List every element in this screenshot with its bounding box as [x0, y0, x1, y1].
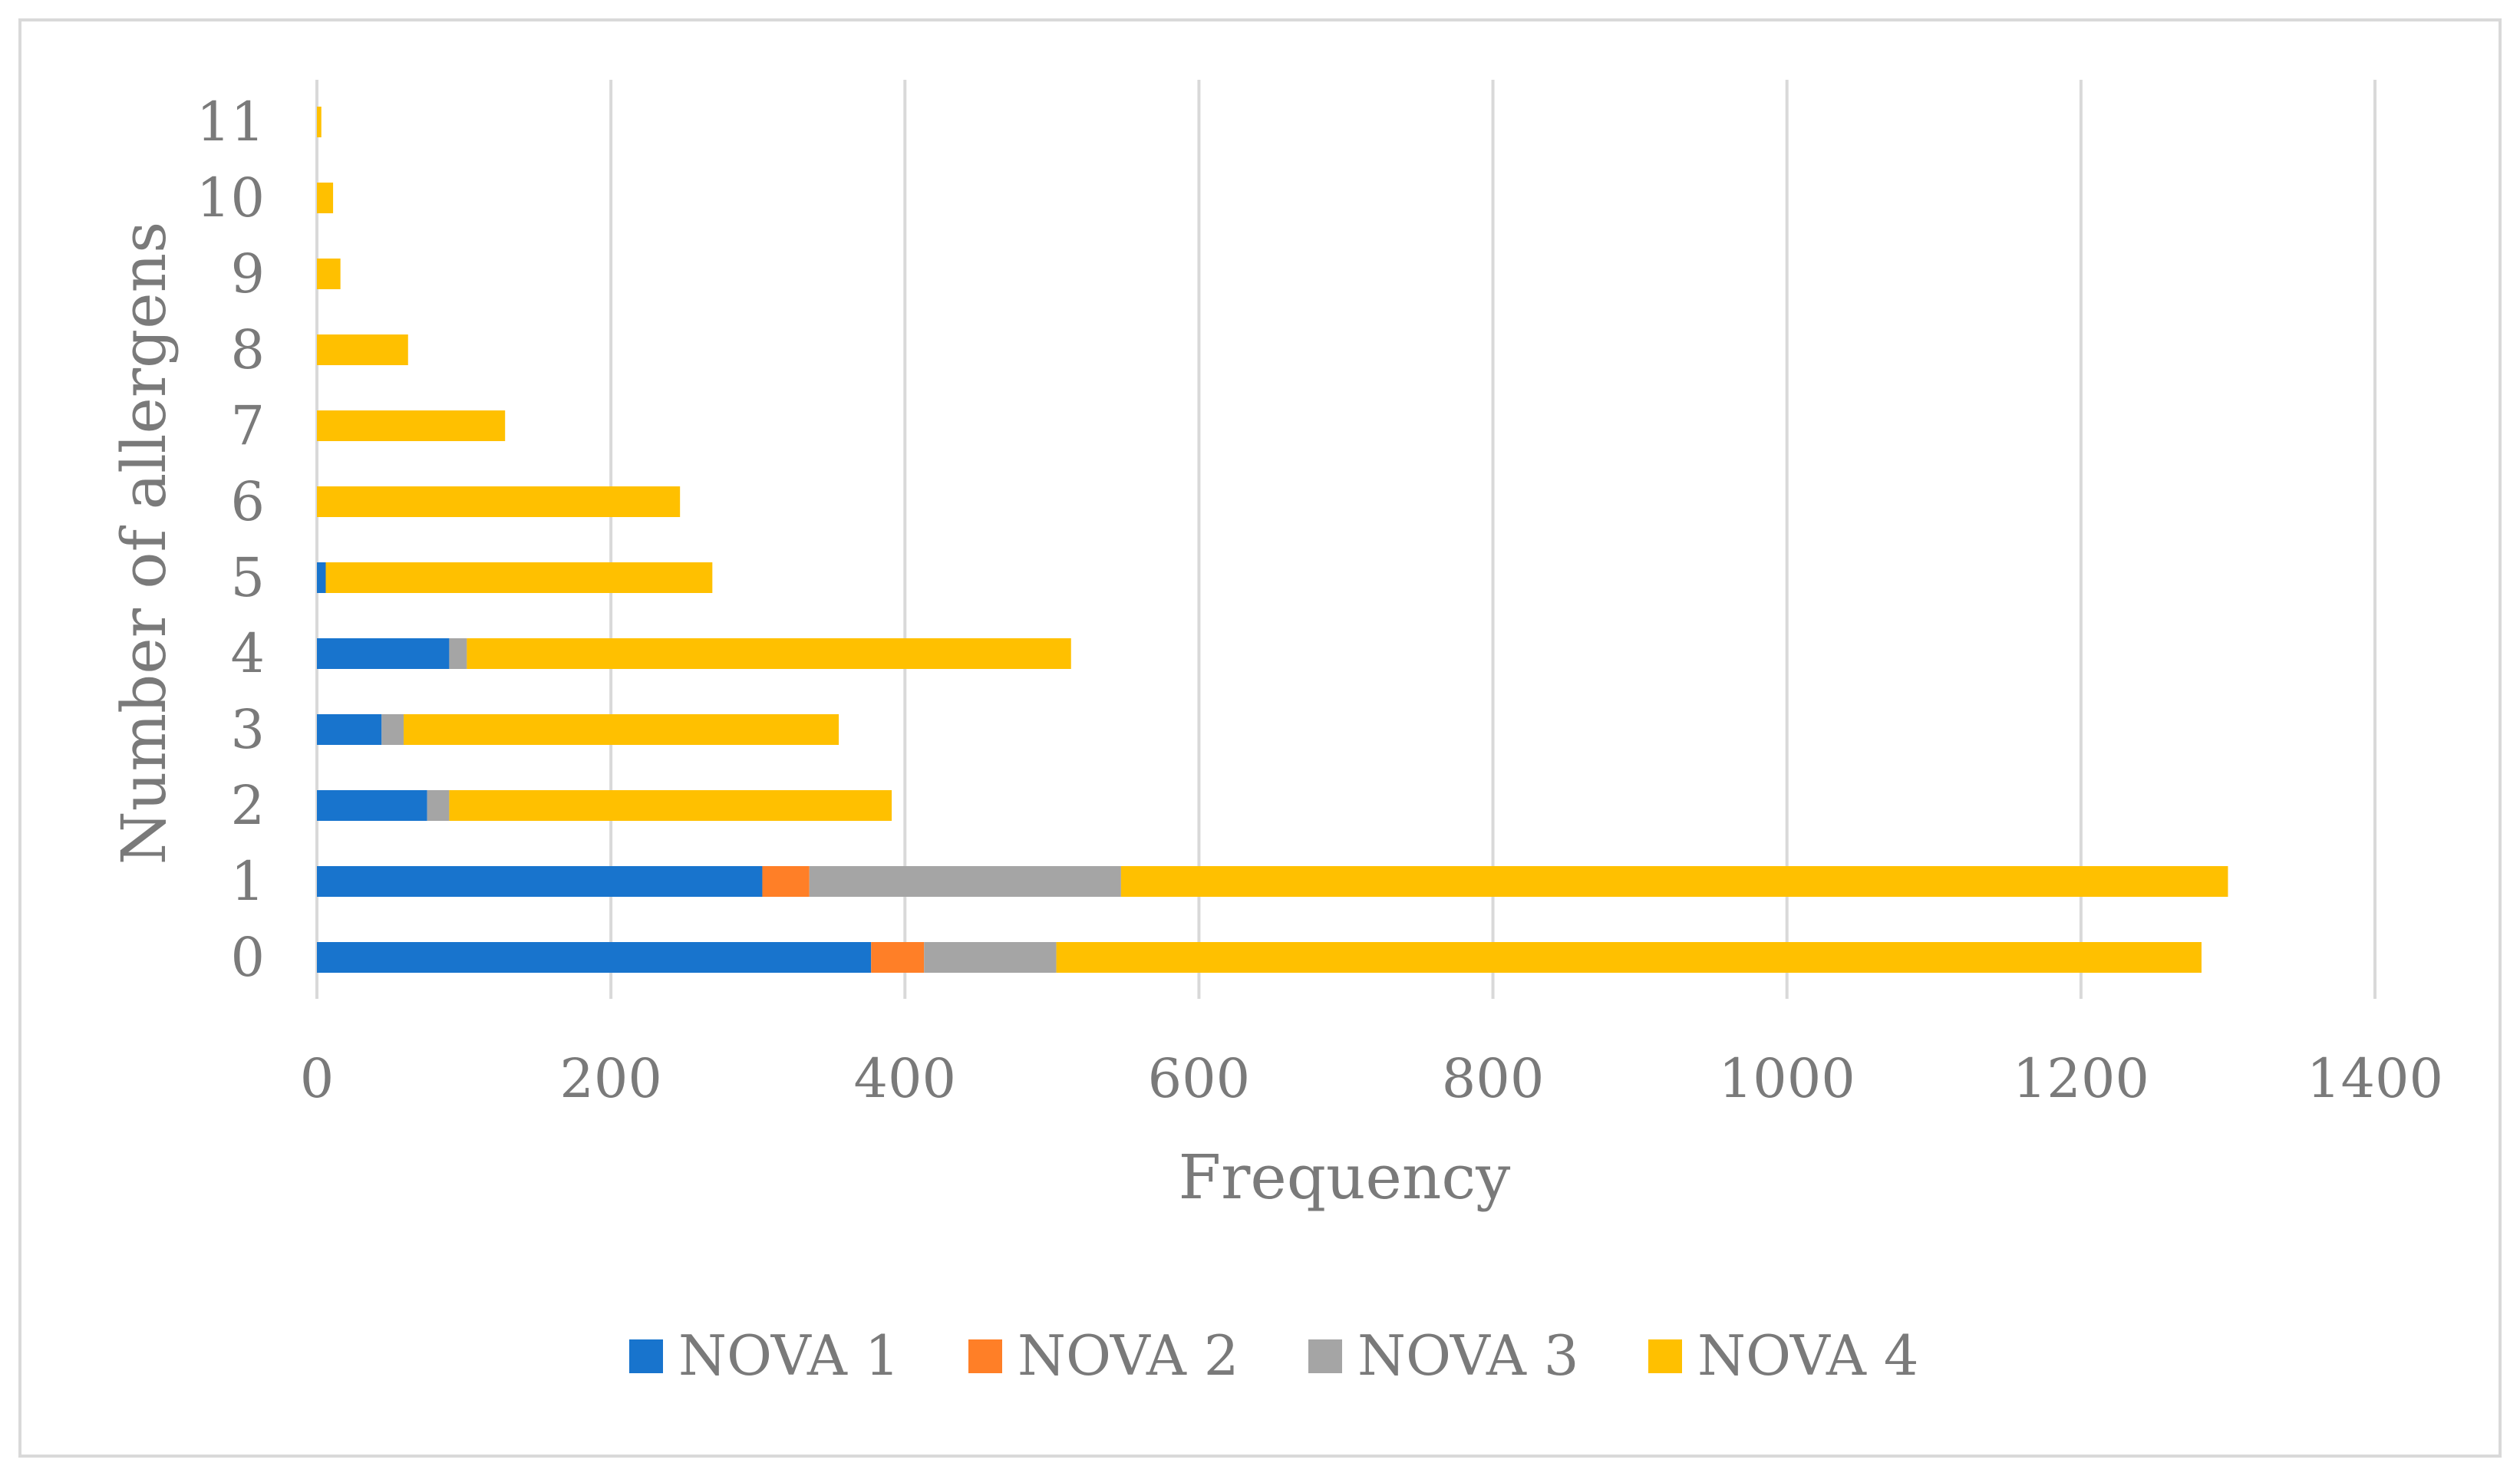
legend: NOVA 1 NOVA 2 NOVA 3 NOVA 4	[629, 1323, 1919, 1388]
x-tick-label-800: 800	[1442, 1047, 1545, 1110]
bar-1-series-3	[809, 866, 1121, 897]
bar-3-series-4	[404, 714, 839, 745]
bar-0-series-1	[317, 942, 872, 973]
bar-2-series-3	[427, 790, 450, 821]
bar-4-series-4	[467, 638, 1071, 669]
bar-3-series-3	[381, 714, 404, 745]
bar-1-series-1	[317, 866, 763, 897]
legend-swatch-3	[1308, 1339, 1342, 1373]
bar-3-series-1	[317, 714, 382, 745]
bar-4-series-1	[317, 638, 450, 669]
legend-label-2: NOVA 2	[1018, 1323, 1239, 1388]
y-tick-label-0: 0	[230, 926, 265, 989]
x-tick-label-200: 200	[559, 1047, 662, 1110]
x-tick-labels: 0 200 400 600 800 1000 1200 1400	[300, 1047, 2443, 1110]
y-tick-label-10: 10	[196, 166, 265, 229]
bar-1-series-2	[762, 866, 810, 897]
bar-9-series-4	[317, 259, 341, 289]
y-axis-title: Number of allergens	[108, 222, 180, 865]
x-tick-label-1400: 1400	[2307, 1047, 2443, 1110]
bar-0-series-3	[924, 942, 1057, 973]
x-tick-label-600: 600	[1148, 1047, 1251, 1110]
bar-8-series-4	[317, 334, 408, 365]
y-tick-label-11: 11	[196, 91, 265, 153]
y-tick-label-1: 1	[230, 850, 265, 913]
bar-0-series-4	[1056, 942, 2202, 973]
y-tick-labels: 0 1 2 3 4 5 6 7 8 9 10 11	[196, 91, 265, 989]
legend-swatch-4	[1648, 1339, 1682, 1373]
x-tick-label-0: 0	[300, 1047, 335, 1110]
y-tick-label-6: 6	[230, 470, 265, 533]
bar-2-series-1	[317, 790, 427, 821]
x-axis-title: Frequency	[1179, 1142, 1511, 1213]
bar-4-series-3	[449, 638, 467, 669]
y-tick-label-7: 7	[230, 394, 265, 457]
gridlines	[315, 80, 2377, 999]
legend-label-3: NOVA 3	[1357, 1323, 1579, 1388]
bar-6-series-4	[317, 486, 681, 517]
y-tick-label-8: 8	[230, 318, 265, 381]
y-tick-label-4: 4	[230, 622, 265, 685]
bar-10-series-4	[317, 183, 334, 213]
x-tick-label-400: 400	[853, 1047, 956, 1110]
bar-11-series-4	[317, 107, 322, 137]
bar-7-series-4	[317, 410, 506, 441]
y-tick-label-5: 5	[230, 546, 265, 609]
bar-5-series-4	[325, 562, 713, 593]
x-tick-label-1000: 1000	[1719, 1047, 1855, 1110]
legend-swatch-2	[968, 1339, 1002, 1373]
bar-2-series-4	[449, 790, 892, 821]
y-tick-label-9: 9	[230, 242, 265, 305]
legend-label-4: NOVA 4	[1697, 1323, 1919, 1388]
y-tick-label-2: 2	[230, 774, 265, 837]
legend-swatch-1	[629, 1339, 663, 1373]
x-tick-label-1200: 1200	[2013, 1047, 2149, 1110]
bar-0-series-2	[871, 942, 925, 973]
bar-1-series-4	[1120, 866, 2228, 897]
bar-5-series-1	[317, 562, 326, 593]
y-tick-label-3: 3	[230, 698, 265, 761]
legend-label-1: NOVA 1	[678, 1323, 900, 1388]
bars	[317, 107, 2228, 973]
